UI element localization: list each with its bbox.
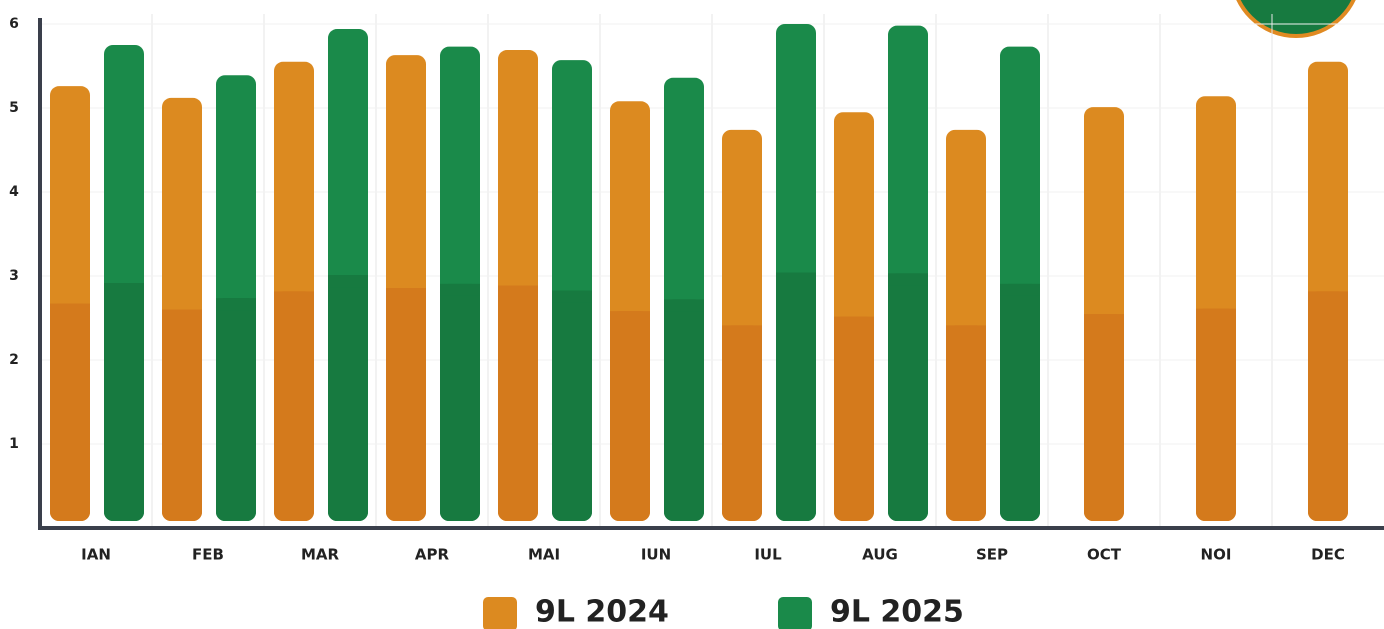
bar-shade: [440, 283, 480, 521]
bar-shade: [888, 273, 928, 521]
bar-shade: [440, 283, 480, 296]
bar-shade: [274, 291, 314, 304]
x-tick-label: IAN: [81, 546, 111, 564]
bar-shade: [50, 303, 90, 521]
y-tick-label: 6: [9, 16, 19, 32]
bar-shade: [498, 285, 538, 298]
y-tick-label: 1: [9, 436, 19, 452]
x-tick-label: MAR: [301, 546, 340, 564]
bar-shade: [386, 288, 426, 301]
bar-shade: [1000, 283, 1040, 296]
bar-shade: [1308, 291, 1348, 304]
x-tick-label: AUG: [862, 546, 898, 564]
bar-shade: [328, 275, 368, 288]
bar-shade: [888, 273, 928, 286]
bar-shade: [216, 298, 256, 311]
bar-shade: [664, 299, 704, 312]
y-tick-label: 2: [9, 352, 19, 368]
legend-swatch: [778, 597, 812, 629]
bar-shade: [776, 272, 816, 521]
bar-shade: [328, 275, 368, 521]
bar-shade: [552, 290, 592, 303]
bar-shade: [1308, 291, 1348, 521]
y-tick-label: 4: [9, 184, 19, 200]
bar-shade: [274, 291, 314, 521]
x-tick-label: SEP: [976, 546, 1008, 564]
bar-shade: [834, 316, 874, 329]
y-tick-label: 3: [9, 268, 19, 284]
bar-shade: [498, 285, 538, 521]
x-tick-label: OCT: [1087, 546, 1122, 564]
bar-shade: [386, 288, 426, 521]
x-tick-label: DEC: [1311, 546, 1345, 564]
bar-shade: [104, 283, 144, 295]
bar-shade: [552, 290, 592, 521]
bar-shade: [664, 299, 704, 521]
bar-shade: [162, 309, 202, 521]
bar-shade: [722, 325, 762, 338]
x-tick-label: FEB: [192, 546, 224, 564]
bar-shade: [776, 272, 816, 285]
legend-label: 9L 2024: [535, 595, 669, 629]
legend-label: 9L 2025: [830, 595, 964, 629]
bar-shade: [216, 298, 256, 521]
y-tick-label: 5: [9, 100, 19, 116]
bar-shade: [1084, 314, 1124, 521]
bar-shade: [722, 325, 762, 521]
x-tick-label: MAI: [528, 546, 560, 564]
bar-shade: [1196, 308, 1236, 521]
x-tick-label: NOI: [1201, 546, 1232, 564]
x-tick-label: IUN: [641, 546, 671, 564]
bar-shade: [162, 309, 202, 322]
x-tick-label: IUL: [754, 546, 782, 564]
bar-shade: [610, 311, 650, 324]
bar-shade: [1196, 308, 1236, 321]
legend-swatch: [483, 597, 517, 629]
x-tick-label: APR: [415, 546, 450, 564]
bar-shade: [1000, 283, 1040, 521]
bar-shade: [946, 325, 986, 338]
bar-shade: [50, 303, 90, 316]
bar-shade: [834, 316, 874, 521]
badge: [1236, 0, 1356, 38]
bar-shade: [1084, 314, 1124, 327]
bar-shade: [104, 283, 144, 521]
bar-shade: [610, 311, 650, 521]
bar-shade: [946, 325, 986, 521]
